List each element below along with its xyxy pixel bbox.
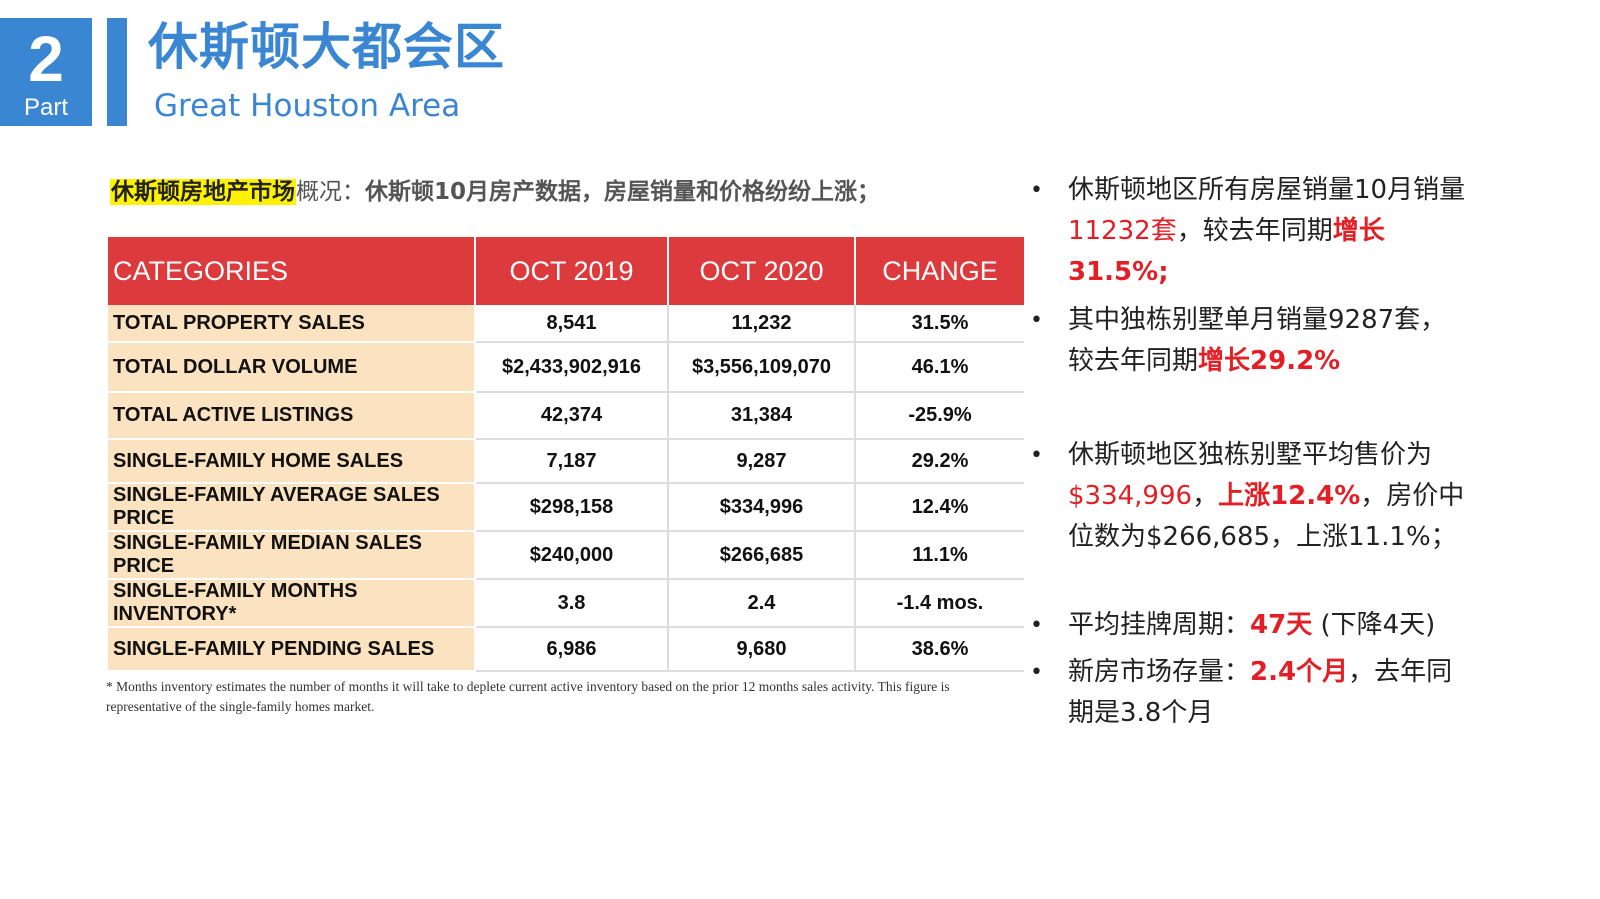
bullet-item: • 休斯顿地区独栋别墅平均售价为 $334,996，上涨12.4%，房价中位数为$… (1030, 435, 1590, 558)
bullet-text-part: ， (1192, 481, 1219, 511)
bullet-item: • 平均挂牌周期：47天 (下降4天) (1030, 605, 1590, 646)
page-title: 休斯顿大都会区 (148, 18, 505, 76)
bullet-red-bold-text: 增长29.2% (1198, 346, 1341, 376)
table-row: TOTAL PROPERTY SALES 8,541 11,232 31.5% (108, 305, 1024, 343)
row-category: SINGLE-FAMILY MEDIAN SALES PRICE (108, 531, 476, 580)
row-oct-2019: 8,541 (475, 305, 669, 343)
bullet-red-text: 11232套 (1068, 216, 1177, 246)
intro-line: 休斯顿房地产市场概况：休斯顿10月房产数据，房屋销量和价格纷纷上涨； (110, 176, 880, 208)
bullet-text: 休斯顿地区独栋别墅平均售价为 $334,996，上涨12.4%，房价中位数为$26… (1068, 435, 1478, 558)
row-category: TOTAL DOLLAR VOLUME (108, 342, 476, 393)
table-header-row: CATEGORIES OCT 2019 OCT 2020 CHANGE (108, 237, 1024, 305)
row-oct-2020: 31,384 (668, 392, 856, 440)
part-badge: 2 Part (0, 18, 92, 126)
bullet-dot: • (1030, 178, 1043, 203)
row-oct-2020: 9,680 (668, 627, 856, 672)
bullet-text-part: 其中独栋别墅单月销量9287套，较去年同期 (1068, 305, 1447, 376)
header-change: CHANGE (855, 237, 1024, 305)
row-oct-2020: $3,556,109,070 (668, 342, 856, 393)
bullet-text-part: 新房市场存量： (1068, 657, 1251, 687)
table-footnote: * Months inventory estimates the number … (106, 679, 950, 714)
row-oct-2020: 11,232 (668, 305, 856, 343)
bullet-red-text: $334,996 (1068, 481, 1193, 511)
row-category: TOTAL ACTIVE LISTINGS (108, 392, 476, 440)
header-oct-2020: OCT 2020 (668, 237, 856, 305)
row-category: SINGLE-FAMILY HOME SALES (108, 439, 476, 484)
bullet-text: 平均挂牌周期：47天 (下降4天) (1068, 605, 1468, 646)
bullet-dot: • (1030, 613, 1043, 638)
bullet-item: • 休斯顿地区所有房屋销量10月销量 11232套，较去年同期增长31.5%; (1030, 170, 1590, 293)
row-category: SINGLE-FAMILY AVERAGE SALES PRICE (108, 483, 476, 532)
bullet-dot: • (1030, 660, 1043, 685)
row-oct-2019: 42,374 (475, 392, 669, 440)
row-change: 31.5% (855, 305, 1024, 343)
row-oct-2020: $266,685 (668, 531, 856, 580)
title-accent-bar (107, 18, 127, 126)
bullet-red-bold-text: 上涨12.4% (1218, 481, 1361, 511)
bullet-text-part: 休斯顿地区独栋别墅平均售价为 (1068, 440, 1433, 470)
market-table: CATEGORIES OCT 2019 OCT 2020 CHANGE TOTA… (108, 237, 1024, 672)
header-oct-2019: OCT 2019 (475, 237, 669, 305)
row-oct-2019: 6,986 (475, 627, 669, 672)
intro-highlight: 休斯顿房地产市场 (110, 179, 296, 205)
row-oct-2019: $2,433,902,916 (475, 342, 669, 393)
row-change: 46.1% (855, 342, 1024, 393)
row-oct-2019: 3.8 (475, 579, 669, 628)
bullet-red-bold-text: 增长31.5%; (1068, 216, 1385, 287)
row-change: 11.1% (855, 531, 1024, 580)
row-change: 29.2% (855, 439, 1024, 484)
table-row: SINGLE-FAMILY AVERAGE SALES PRICE $298,1… (108, 483, 1024, 532)
bullet-text-part: ，较去年同期 (1176, 216, 1333, 246)
part-label: Part (23, 94, 68, 121)
bullet-text: 休斯顿地区所有房屋销量10月销量 11232套，较去年同期增长31.5%; (1068, 170, 1468, 293)
row-oct-2020: 2.4 (668, 579, 856, 628)
bullet-text: 其中独栋别墅单月销量9287套，较去年同期增长29.2% (1068, 300, 1468, 382)
table-row: SINGLE-FAMILY MONTHS INVENTORY* 3.8 2.4 … (108, 579, 1024, 628)
bullet-text-part: 平均挂牌周期： (1068, 610, 1251, 640)
bullet-text-part: ，去年同期是3.8个月 (1068, 657, 1453, 728)
bullet-dot: • (1030, 308, 1043, 333)
bullet-text-part: ，房价中位数为$266,685，上涨11.1%； (1068, 481, 1465, 552)
row-change: -25.9% (855, 392, 1024, 440)
row-oct-2020: $334,996 (668, 483, 856, 532)
table-row: SINGLE-FAMILY PENDING SALES 6,986 9,680 … (108, 627, 1024, 672)
row-oct-2020: 9,287 (668, 439, 856, 484)
bullet-text-part: 休斯顿地区所有房屋销量10月销量 (1068, 175, 1466, 205)
bullet-text: 新房市场存量：2.4个月，去年同期是3.8个月 (1068, 652, 1468, 734)
table-row: SINGLE-FAMILY HOME SALES 7,187 9,287 29.… (108, 439, 1024, 484)
row-change: -1.4 mos. (855, 579, 1024, 628)
intro-rest: 休斯顿10月房产数据，房屋销量和价格纷纷上涨； (365, 179, 881, 205)
part-number: 2 (28, 23, 64, 95)
row-change: 38.6% (855, 627, 1024, 672)
table-row: TOTAL DOLLAR VOLUME $2,433,902,916 $3,55… (108, 342, 1024, 393)
bullet-item: • 新房市场存量：2.4个月，去年同期是3.8个月 (1030, 652, 1590, 734)
bullet-red-bold-text: 2.4个月 (1250, 657, 1349, 687)
page-subtitle: Great Houston Area (154, 88, 461, 124)
market-table-container: CATEGORIES OCT 2019 OCT 2020 CHANGE TOTA… (108, 237, 1024, 672)
row-category: SINGLE-FAMILY MONTHS INVENTORY* (108, 579, 476, 628)
bullet-red-bold-text: 47天 (1250, 610, 1313, 640)
row-oct-2019: $240,000 (475, 531, 669, 580)
row-change: 12.4% (855, 483, 1024, 532)
table-row: SINGLE-FAMILY MEDIAN SALES PRICE $240,00… (108, 531, 1024, 580)
bullet-item: • 其中独栋别墅单月销量9287套，较去年同期增长29.2% (1030, 300, 1590, 382)
row-category: TOTAL PROPERTY SALES (108, 305, 476, 343)
header-categories: CATEGORIES (108, 237, 476, 305)
table-row: TOTAL ACTIVE LISTINGS 42,374 31,384 -25.… (108, 392, 1024, 440)
bullet-dot: • (1030, 443, 1043, 468)
row-category: SINGLE-FAMILY PENDING SALES (108, 627, 476, 672)
row-oct-2019: 7,187 (475, 439, 669, 484)
bullet-text-part: (下降4天) (1312, 610, 1436, 640)
intro-mid: 概况： (296, 179, 365, 205)
row-oct-2019: $298,158 (475, 483, 669, 532)
